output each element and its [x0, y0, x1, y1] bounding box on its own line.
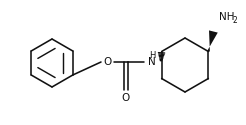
Text: H: H: [149, 50, 155, 59]
Polygon shape: [207, 30, 218, 52]
Text: 2: 2: [232, 16, 237, 25]
Text: N: N: [148, 57, 156, 67]
Text: O: O: [122, 93, 130, 103]
Text: NH: NH: [219, 12, 235, 22]
Text: O: O: [104, 57, 112, 67]
